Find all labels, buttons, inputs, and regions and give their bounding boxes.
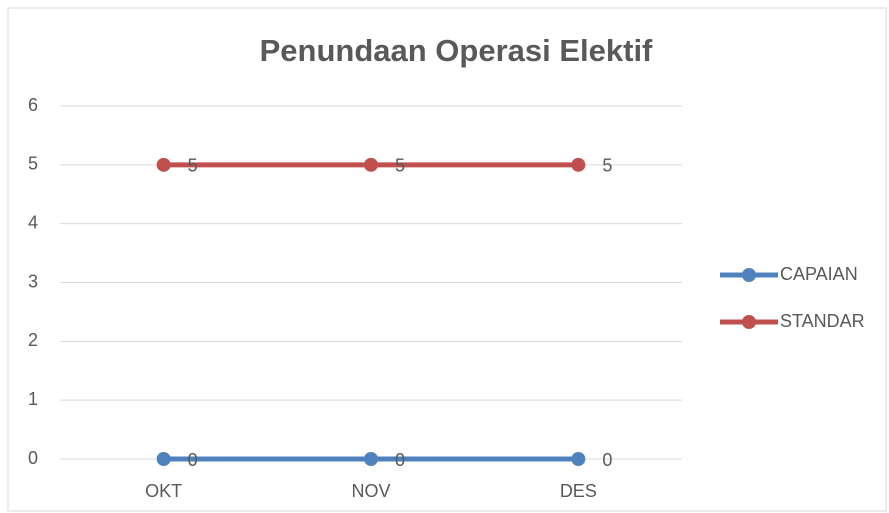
y-tick-label: 1 [28, 389, 38, 409]
point [364, 452, 378, 466]
x-tick-label: DES [560, 481, 597, 501]
legend-label: CAPAIAN [780, 264, 858, 284]
point [364, 157, 378, 172]
data-label: 5 [395, 156, 405, 176]
legend-marker [742, 315, 756, 329]
point [156, 452, 171, 466]
data-label: 5 [602, 156, 612, 176]
point [571, 157, 586, 172]
legend-label: STANDAR [780, 311, 865, 331]
data-label: 0 [395, 450, 405, 470]
y-tick-label: 5 [28, 154, 38, 174]
point [571, 452, 586, 466]
y-tick-label: 4 [28, 212, 38, 232]
y-tick-label: 0 [28, 448, 38, 468]
data-label: 5 [188, 156, 198, 176]
y-tick-label: 3 [28, 271, 38, 291]
x-tick-label: NOV [351, 481, 390, 501]
data-label: 0 [602, 450, 612, 470]
point [156, 157, 171, 172]
chart-title: Penundaan Operasi Elektif [260, 33, 653, 68]
y-tick-label: 6 [28, 95, 38, 115]
y-tick-label: 2 [28, 330, 38, 350]
data-label: 0 [188, 450, 198, 470]
chart-border [7, 7, 887, 512]
x-tick-label: OKT [145, 481, 182, 501]
legend-marker [742, 268, 756, 282]
